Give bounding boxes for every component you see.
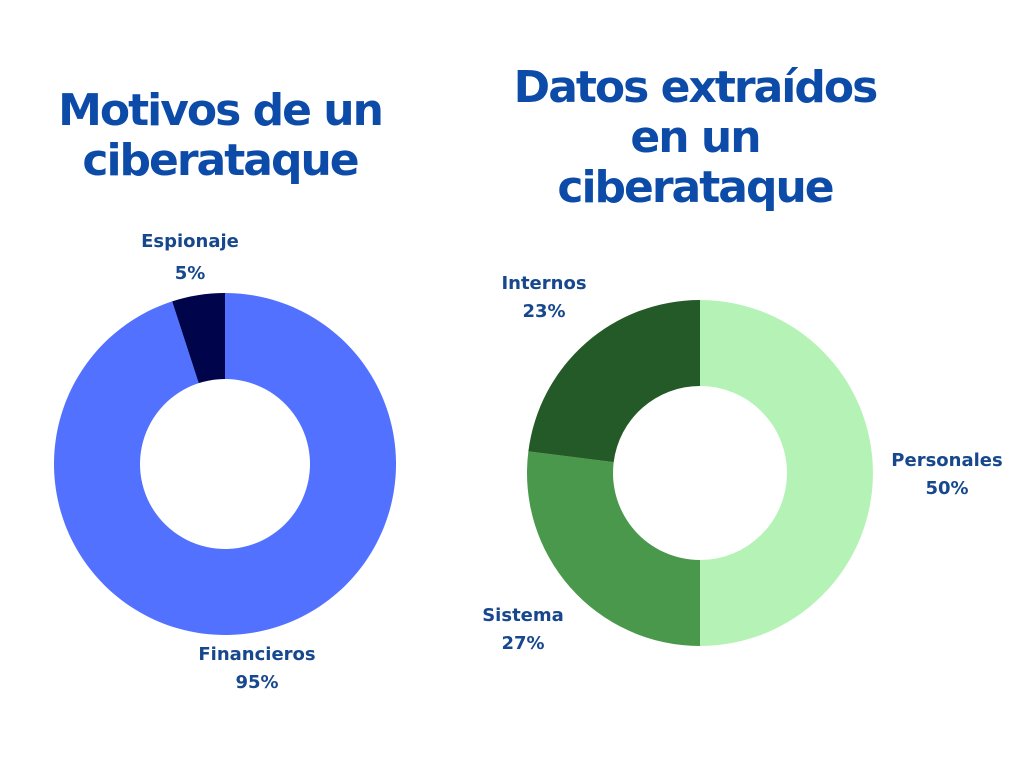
slice-espionaje — [172, 293, 225, 384]
chart-title-datos: Datos extraídos en un ciberataque — [513, 62, 879, 213]
label-sistema: Sistema 27% — [482, 605, 564, 654]
label-personales: Personales 50% — [891, 450, 1003, 499]
slice-sistema — [527, 451, 700, 646]
label-financieros: Financieros 95% — [198, 644, 316, 693]
label-internos: Internos 23% — [501, 273, 587, 322]
label-espionaje: Espionaje 5% — [141, 231, 239, 284]
slice-personales — [700, 300, 873, 646]
slice-financieros — [53, 293, 396, 635]
slice-internos — [528, 300, 700, 463]
chart-title-motivos: Motivos de un ciberataque — [58, 85, 384, 186]
